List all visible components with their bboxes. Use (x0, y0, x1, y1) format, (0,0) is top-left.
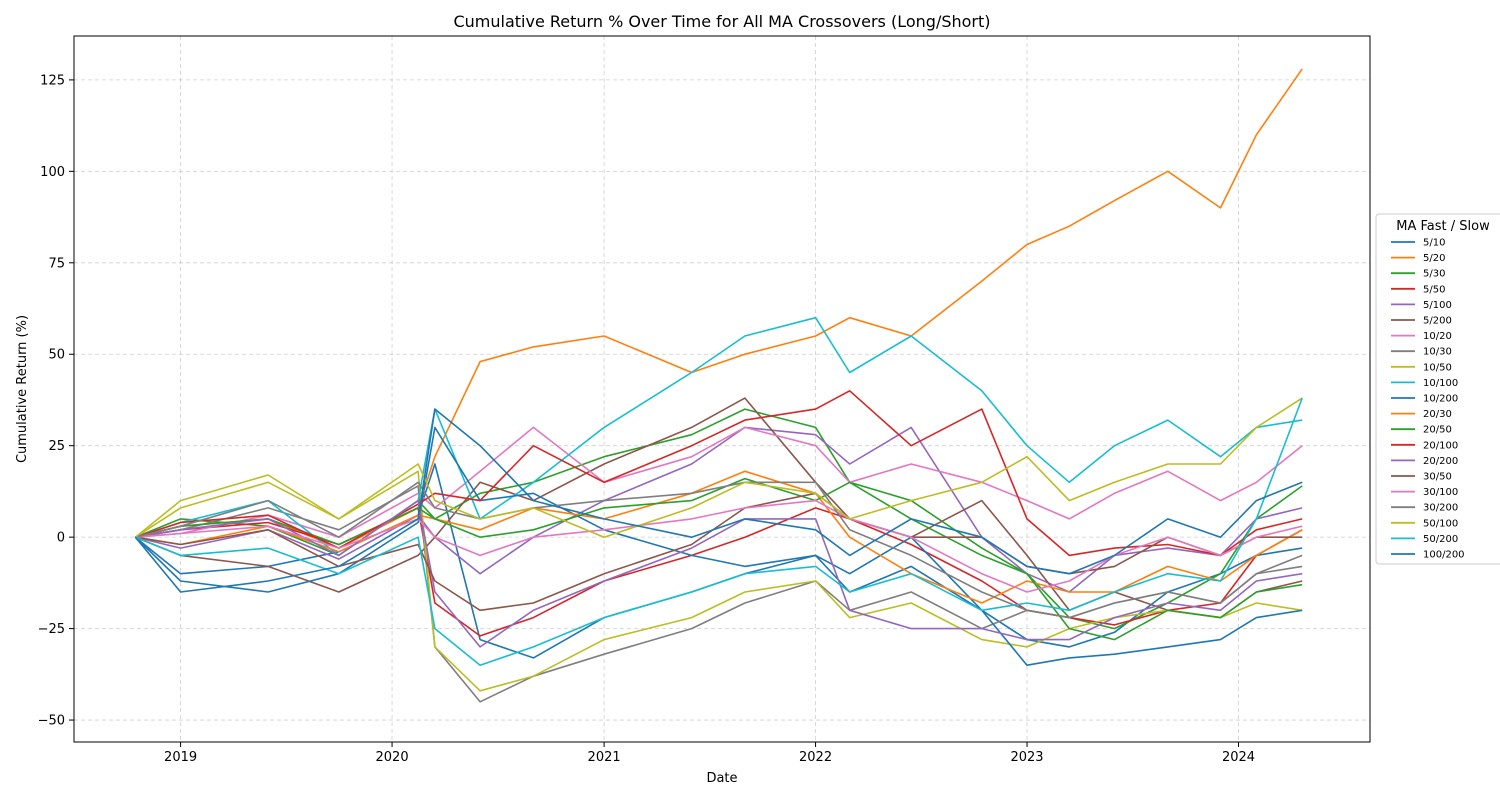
series-line-10-200 (134, 426, 1303, 667)
series-line-100-200 (134, 408, 1303, 593)
legend-entry-label: 10/20 (1423, 331, 1452, 342)
legend-items: 5/10 5/20 5/30 5/50 5/100 5/200 10/20 10/30 10/5… (1391, 238, 1465, 561)
series-line-50-100 (134, 397, 1303, 539)
x-tick-label: 2022 (799, 750, 832, 765)
plot-frame (73, 35, 1371, 743)
series-line-10-50 (134, 470, 1303, 692)
legend: MA Fast / Slow 5/10 5/20 5/30 5/50 5/100 5/20… (1375, 213, 1500, 565)
x-axis-ticks: 2019 2020 2021 2022 2023 2024 (164, 742, 1255, 765)
x-axis-label: Date (706, 771, 737, 786)
legend-entry-label: 5/200 (1423, 316, 1452, 327)
y-tick-label: −25 (38, 622, 65, 637)
legend-entry-label: 20/30 (1423, 409, 1452, 420)
x-tick-label: 2023 (1010, 750, 1043, 765)
series-line-5-20 (135, 68, 1303, 549)
legend-entry-label: 50/200 (1423, 534, 1458, 545)
chart-title: Cumulative Return % Over Time for All MA… (453, 12, 990, 31)
legend-entry-label: 5/20 (1423, 253, 1445, 264)
legend-entry-label: 10/30 (1423, 347, 1452, 358)
legend-entry-label: 5/30 (1423, 269, 1445, 280)
legend-entry-label: 20/200 (1423, 456, 1458, 467)
legend-entry-label: 50/100 (1423, 518, 1458, 529)
series-line-20-200 (135, 499, 1303, 648)
series-lines (134, 68, 1303, 703)
legend-entry-label: 10/100 (1423, 378, 1458, 389)
y-axis-label: Cumulative Return (%) (15, 315, 30, 463)
legend-entry-label: 5/10 (1423, 238, 1445, 249)
y-tick-label: −50 (38, 714, 65, 729)
legend-entry-label: 30/50 (1423, 472, 1452, 483)
y-tick-label: 0 (57, 531, 65, 546)
x-tick-label: 2020 (376, 750, 409, 765)
series-line-50-200 (135, 397, 1303, 667)
y-axis-ticks: −50 −25 0 25 50 75 100 125 (38, 73, 74, 729)
series-line-10-100 (135, 316, 1303, 557)
x-tick-label: 2024 (1222, 750, 1255, 765)
legend-title: MA Fast / Slow (1396, 219, 1490, 234)
series-line-20-100 (135, 389, 1303, 557)
legend-entry-label: 30/100 (1423, 487, 1458, 498)
y-tick-label: 50 (48, 348, 65, 363)
series-line-10-20 (135, 426, 1303, 539)
legend-entry-label: 30/200 (1423, 503, 1458, 514)
y-tick-label: 75 (48, 256, 65, 271)
legend-entry-label: 20/100 (1423, 440, 1458, 451)
y-tick-label: 25 (48, 439, 65, 454)
legend-entry-label: 5/100 (1423, 300, 1452, 311)
series-line-5-200 (135, 397, 1303, 619)
y-tick-label: 100 (40, 165, 65, 180)
legend-entry-label: 20/50 (1423, 425, 1452, 436)
legend-entry-label: 10/200 (1423, 394, 1458, 405)
series-line-30-100 (135, 499, 1303, 593)
legend-entry-label: 10/50 (1423, 362, 1452, 373)
grid (74, 36, 1370, 742)
series-line-30-200 (135, 481, 1303, 619)
series-line-5-100 (135, 426, 1303, 593)
x-tick-label: 2019 (164, 750, 197, 765)
y-tick-label: 125 (40, 73, 65, 88)
series-line-10-30 (135, 485, 1303, 703)
legend-entry-label: 100/200 (1423, 550, 1465, 561)
legend-entry-label: 5/50 (1423, 284, 1445, 295)
x-tick-label: 2021 (588, 750, 621, 765)
